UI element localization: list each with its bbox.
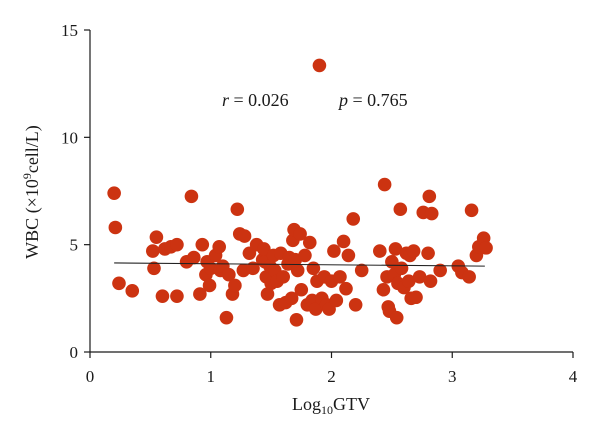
data-point xyxy=(389,310,404,325)
data-point xyxy=(212,240,227,254)
r-annotation-var: r xyxy=(222,90,230,110)
data-point xyxy=(230,202,245,217)
y-axis-label-sup: 9 xyxy=(20,173,34,179)
data-point xyxy=(293,227,307,241)
data-point xyxy=(479,241,493,255)
data-point xyxy=(302,235,317,250)
axis-ticks: 0 1 2 3 4 0 5 10 15 xyxy=(61,21,578,386)
data-point xyxy=(394,261,409,276)
data-point xyxy=(423,274,438,288)
data-point xyxy=(388,242,403,256)
data-point xyxy=(346,212,361,226)
data-point xyxy=(377,177,392,192)
data-point xyxy=(246,261,260,276)
data-point xyxy=(464,203,479,218)
data-point xyxy=(112,276,126,291)
data-points xyxy=(107,58,493,327)
data-point xyxy=(376,282,391,297)
data-point xyxy=(108,220,123,235)
data-point xyxy=(409,290,423,305)
data-point xyxy=(309,302,323,316)
data-point xyxy=(187,250,201,265)
data-point xyxy=(145,244,160,258)
data-point xyxy=(348,297,363,312)
data-point xyxy=(107,186,121,200)
y-tick-label: 0 xyxy=(70,343,79,362)
data-point xyxy=(195,237,210,252)
data-point xyxy=(228,278,242,293)
data-point xyxy=(193,287,207,301)
data-point xyxy=(219,310,234,325)
data-point xyxy=(424,206,439,221)
data-point xyxy=(421,246,435,261)
x-tick-label: 4 xyxy=(569,367,578,386)
y-tick-label: 10 xyxy=(61,128,78,147)
data-point xyxy=(327,244,341,258)
x-axis-label-sub: 10 xyxy=(321,403,333,417)
data-point xyxy=(184,189,199,204)
y-axis-label-post: cell/L) xyxy=(22,125,43,173)
y-axis-label: WBC (×109cell/L) xyxy=(20,125,43,259)
data-point xyxy=(329,293,344,308)
x-tick-label: 0 xyxy=(86,367,95,386)
y-tick-label: 5 xyxy=(70,236,79,255)
x-tick-label: 2 xyxy=(327,367,336,386)
data-point xyxy=(333,270,347,284)
p-annotation-var: p xyxy=(337,90,348,110)
x-tick-label: 1 xyxy=(207,367,216,386)
data-point xyxy=(406,244,421,258)
r-annotation-value: = 0.026 xyxy=(229,90,289,110)
data-point xyxy=(339,281,353,296)
p-annotation: p = 0.765 xyxy=(337,90,408,110)
data-point xyxy=(306,261,321,276)
data-point xyxy=(412,270,427,284)
data-point xyxy=(257,242,271,256)
data-point xyxy=(294,282,309,297)
data-point xyxy=(147,261,161,276)
data-point xyxy=(260,287,275,301)
y-tick-label: 15 xyxy=(61,21,78,40)
data-point xyxy=(336,234,351,249)
regression-line xyxy=(114,262,485,267)
data-point xyxy=(401,274,416,288)
data-point xyxy=(125,284,140,298)
data-point xyxy=(289,313,304,327)
x-axis-label-base: Log xyxy=(292,394,321,414)
r-annotation: r = 0.026 xyxy=(222,90,289,110)
data-point xyxy=(149,230,164,244)
y-axis-label-pre: WBC (×10 xyxy=(22,179,43,259)
x-tick-label: 3 xyxy=(448,367,457,386)
data-point xyxy=(290,263,305,278)
data-point xyxy=(170,237,184,252)
x-axis-label: Log10GTV xyxy=(292,394,370,417)
x-axis-label-rest: GTV xyxy=(333,394,370,414)
p-annotation-value: = 0.765 xyxy=(348,90,408,110)
data-point xyxy=(393,202,408,217)
data-point xyxy=(155,289,170,303)
data-point xyxy=(284,291,299,306)
data-point xyxy=(222,267,236,282)
data-point xyxy=(422,189,437,204)
data-point xyxy=(170,289,184,303)
data-point xyxy=(237,229,252,243)
data-point xyxy=(433,263,447,278)
data-point xyxy=(354,263,369,278)
data-point xyxy=(373,244,387,258)
data-point xyxy=(276,270,291,284)
data-point xyxy=(202,278,217,293)
data-point xyxy=(298,248,312,263)
data-point xyxy=(462,270,476,284)
data-point xyxy=(312,58,327,73)
data-point xyxy=(341,248,356,263)
